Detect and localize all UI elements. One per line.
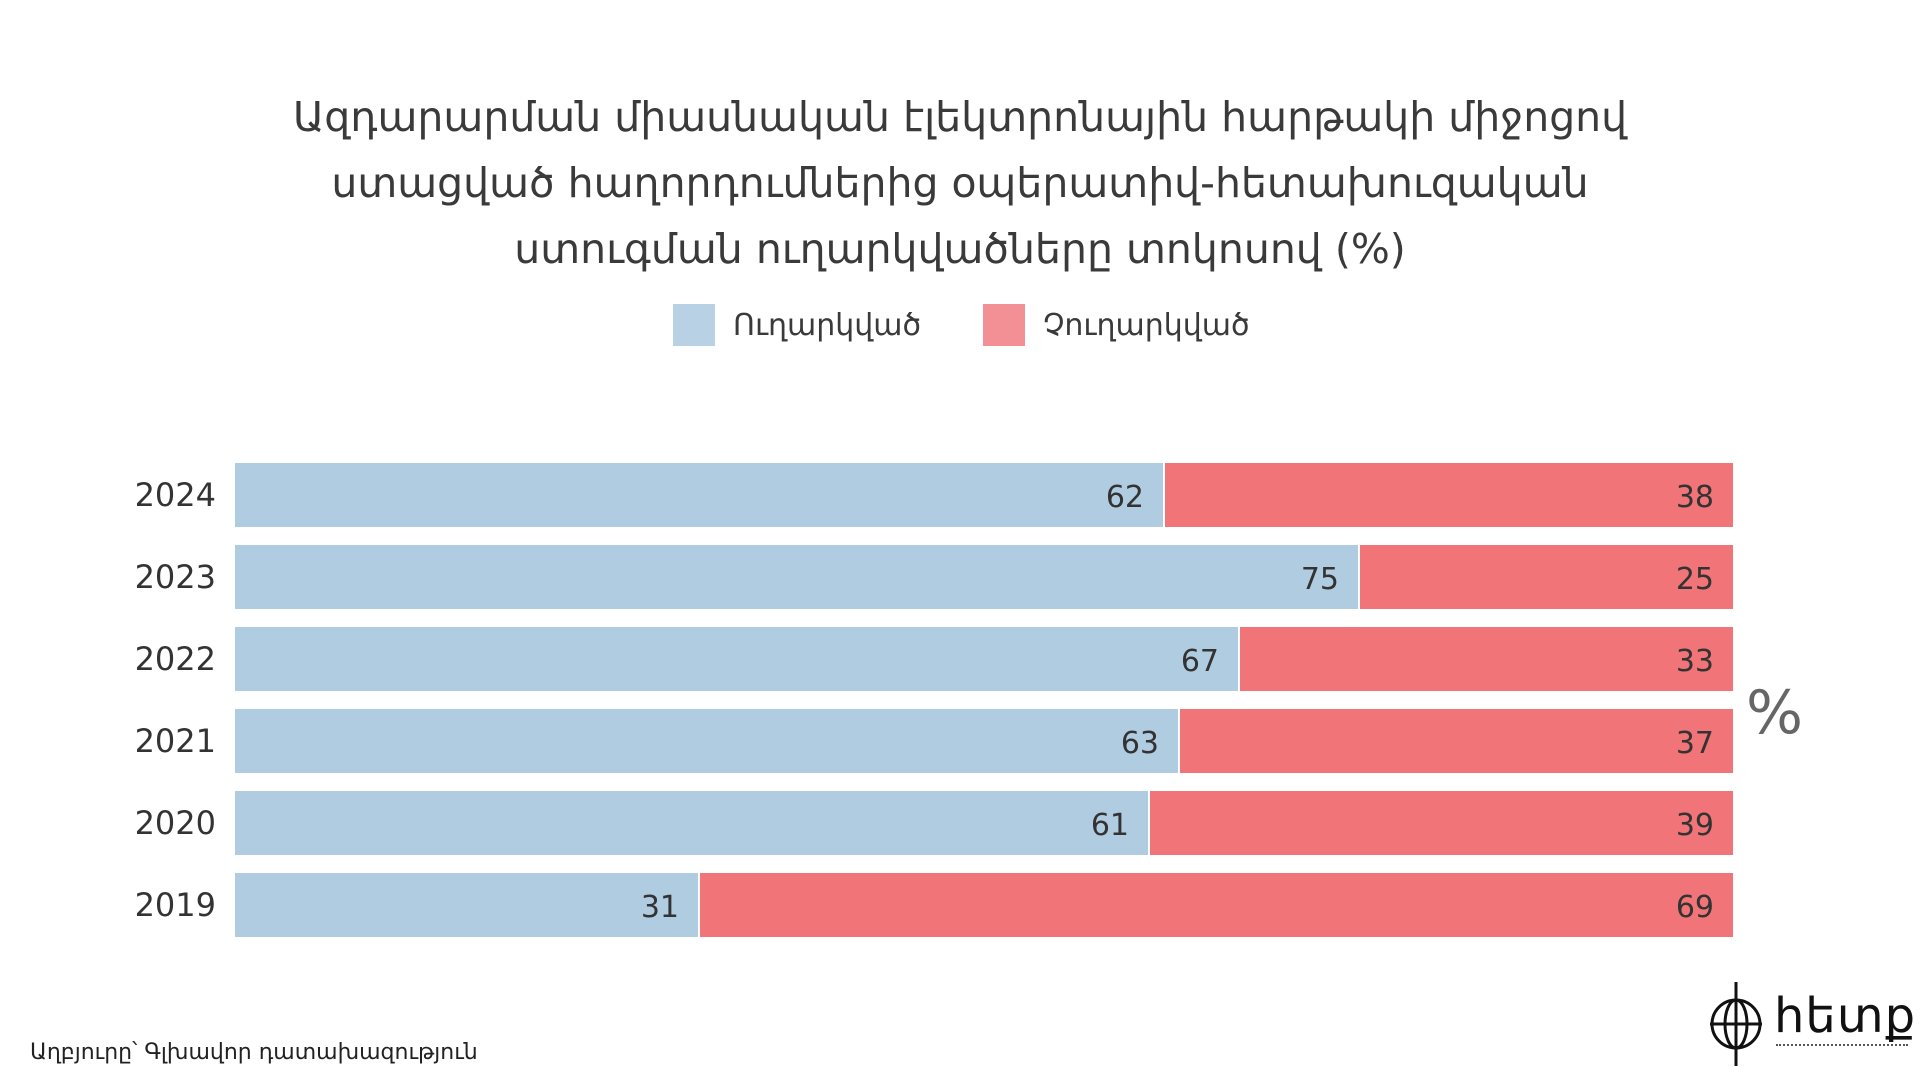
logo-underline bbox=[1776, 1044, 1908, 1049]
data-label-not-sent-2020: 39 bbox=[1676, 808, 1714, 843]
category-label-2022: 2022 bbox=[135, 640, 216, 678]
legend-item-sent: Ուղարկված bbox=[673, 302, 921, 348]
source-note: Աղբյուրը՝ Գլխավոր դատախազություն bbox=[30, 1040, 478, 1065]
legend-swatch-not-sent bbox=[983, 304, 1025, 346]
chart-title: Ազդարարման միասնական էլեկտրոնային հարթակ… bbox=[210, 84, 1710, 282]
stacked-bar-chart: 2024 62 38 2023 75 25 2022 67 33 2021 63 37 2020 61 39… bbox=[135, 461, 1803, 939]
unit-label: % bbox=[1746, 678, 1803, 748]
legend-label-sent: Ուղարկված bbox=[733, 307, 922, 343]
bar-not-sent-2021 bbox=[1178, 707, 1735, 775]
bar-sent-2021 bbox=[233, 707, 1180, 775]
chart-title-line-1: Ազդարարման միասնական էլեկտրոնային հարթակ… bbox=[292, 93, 1628, 141]
data-label-sent-2021: 63 bbox=[1121, 726, 1159, 761]
bar-sent-2019 bbox=[233, 871, 700, 939]
data-label-not-sent-2022: 33 bbox=[1676, 644, 1714, 679]
bar-sent-2023 bbox=[233, 543, 1360, 611]
globe-icon bbox=[1710, 982, 1762, 1066]
bar-sent-2022 bbox=[233, 625, 1240, 693]
data-label-sent-2020: 61 bbox=[1091, 808, 1129, 843]
data-label-sent-2022: 67 bbox=[1181, 644, 1219, 679]
data-label-sent-2023: 75 bbox=[1301, 562, 1339, 597]
bar-not-sent-2019 bbox=[698, 871, 1735, 939]
bar-not-sent-2020 bbox=[1148, 789, 1735, 857]
legend-label-not-sent: Չուղարկված bbox=[1043, 307, 1250, 343]
logo-text: հետք bbox=[1774, 988, 1917, 1044]
bar-sent-2020 bbox=[233, 789, 1150, 857]
category-label-2024: 2024 bbox=[135, 476, 216, 514]
category-label-2019: 2019 bbox=[135, 886, 216, 924]
legend-item-not-sent: Չուղարկված bbox=[983, 302, 1250, 348]
category-label-2023: 2023 bbox=[135, 558, 216, 596]
data-label-not-sent-2023: 25 bbox=[1676, 562, 1714, 597]
data-label-not-sent-2019: 69 bbox=[1676, 890, 1714, 925]
category-label-2021: 2021 bbox=[135, 722, 216, 760]
bar-not-sent-2022 bbox=[1238, 625, 1735, 693]
chart-title-line-3: ստուգման ուղարկվածները տոկոսով (%) bbox=[514, 225, 1406, 273]
bar-not-sent-2023 bbox=[1358, 543, 1735, 611]
hetq-logo: հետք bbox=[1702, 978, 1915, 1070]
bar-not-sent-2024 bbox=[1163, 461, 1735, 529]
data-label-not-sent-2024: 38 bbox=[1676, 480, 1714, 515]
data-label-not-sent-2021: 37 bbox=[1676, 726, 1714, 761]
category-label-2020: 2020 bbox=[135, 804, 216, 842]
bar-sent-2024 bbox=[233, 461, 1165, 529]
data-label-sent-2019: 31 bbox=[641, 890, 679, 925]
chart-title-line-2: ստացված հաղորդումներից օպերատիվ-հետախուզ… bbox=[331, 159, 1589, 207]
data-label-sent-2024: 62 bbox=[1106, 480, 1144, 515]
legend-swatch-sent bbox=[673, 304, 715, 346]
chart-legend: Ուղարկված Չուղարկված bbox=[0, 302, 1920, 348]
